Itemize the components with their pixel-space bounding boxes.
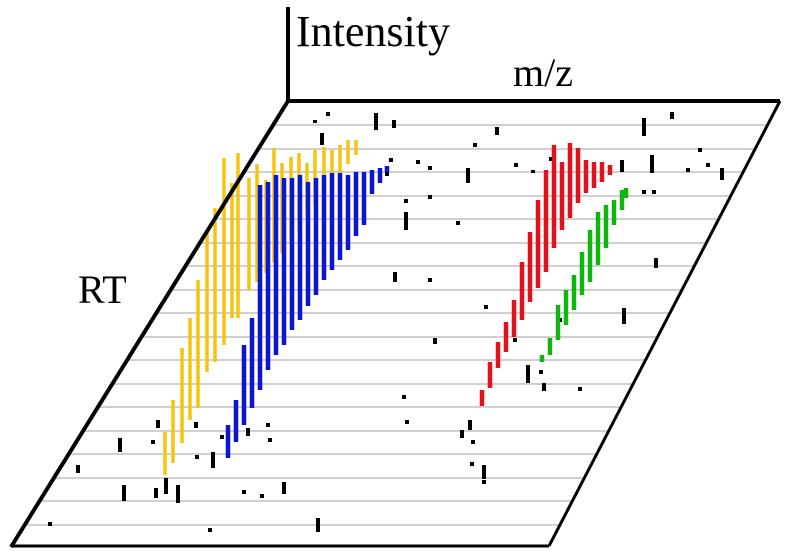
noise-peak [473, 143, 477, 147]
noise-peak [686, 168, 690, 172]
noise-peak [122, 485, 126, 501]
retention-time-grid [24, 124, 768, 526]
noise-peak [118, 438, 122, 452]
noise-peak [164, 478, 168, 494]
noise-peak [211, 452, 215, 468]
noise-peak [706, 163, 710, 167]
intensity-axis-label: Intensity [296, 7, 450, 56]
noise-peak [650, 155, 654, 173]
noise-peak [539, 370, 543, 374]
noise-peak [654, 258, 658, 268]
noise-peak [549, 157, 553, 161]
noise-peak [531, 170, 535, 173]
noise-peak [468, 420, 472, 430]
noise-peak [374, 113, 378, 130]
noise-peak [642, 190, 646, 194]
noise-peak [526, 365, 530, 383]
noise-peak [428, 195, 432, 199]
noise-peak [402, 395, 406, 399]
isotope-peak-traces [163, 140, 629, 475]
noise-peak [482, 465, 486, 479]
green-trace [539, 188, 629, 362]
noise-peak [513, 338, 517, 342]
noise-peak [320, 133, 324, 145]
mz-axis-label: m/z [513, 50, 573, 95]
noise-peak [460, 430, 464, 438]
noise-peak [195, 455, 199, 459]
noise-peak [76, 465, 80, 473]
noise-peak [260, 494, 264, 498]
noise-peak [466, 168, 470, 183]
noise-peak [405, 420, 409, 424]
noise-peak [151, 440, 155, 444]
noise-peak [154, 488, 158, 498]
noise-peak [433, 338, 437, 344]
noise-peak [392, 120, 396, 128]
noise-peak [404, 199, 408, 203]
noise-peak [622, 308, 626, 324]
noise-peak [268, 438, 272, 442]
noise-peak [652, 190, 656, 194]
noise-peak [220, 435, 224, 439]
noise-peak [482, 480, 486, 484]
noise-peak [393, 272, 397, 282]
noise-peak [670, 112, 674, 119]
noise-peak [156, 420, 160, 428]
noise-peak [470, 462, 474, 466]
noise-peak [720, 168, 724, 180]
noise-peak [242, 490, 246, 494]
rt-axis-label: RT [78, 267, 127, 312]
noise-peak [471, 440, 475, 444]
noise-peak [246, 428, 250, 436]
noise-peak [428, 278, 432, 282]
noise-peak [316, 518, 320, 532]
noise-peak [620, 160, 624, 172]
noise-peak [428, 166, 432, 170]
noise-peak [326, 112, 330, 116]
noise-peak [495, 127, 499, 135]
noise-peak [456, 221, 460, 225]
noise-peak [578, 387, 582, 391]
noise-peak [176, 485, 180, 503]
noise-peak [282, 482, 286, 494]
noise-peak [194, 422, 198, 428]
noise-peak [642, 118, 646, 136]
noise-peak [266, 423, 270, 427]
blue-trace [225, 166, 390, 458]
noise-peak [542, 383, 546, 391]
noise-peak [514, 163, 518, 167]
plot-axes [9, 7, 782, 549]
red-trace [479, 143, 613, 406]
noise-peak [313, 120, 317, 123]
plane-right-edge [547, 100, 782, 547]
noise-peak [389, 158, 393, 162]
noise-peak [404, 212, 408, 230]
rt-axis [9, 99, 290, 549]
noise-peak [698, 148, 702, 152]
noise-peak [208, 528, 212, 532]
noise-peak [416, 160, 420, 164]
noise-peak [484, 305, 488, 309]
noise-peak [48, 522, 52, 526]
